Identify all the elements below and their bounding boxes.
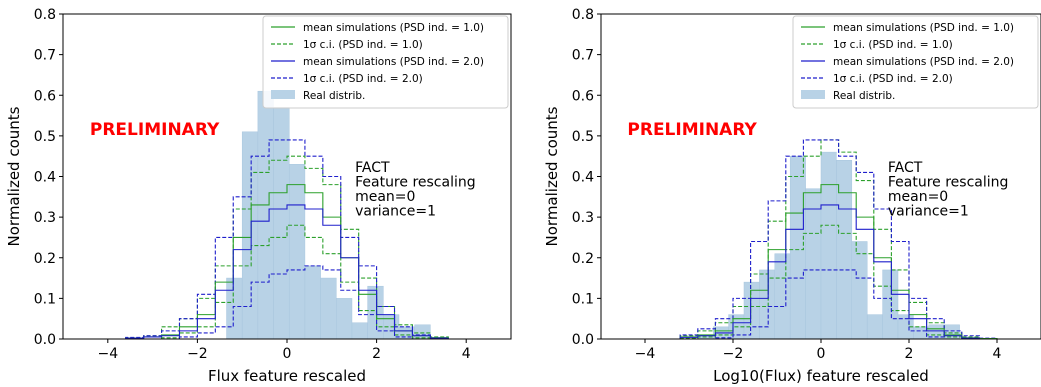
legend-entry-label: Real distrib. bbox=[833, 90, 895, 102]
real-distrib-bar bbox=[789, 155, 806, 340]
y-tick-label: 0.8 bbox=[572, 7, 594, 23]
fact-annotation-line: Feature rescaling bbox=[888, 175, 1009, 191]
real-distrib-bar bbox=[288, 164, 306, 340]
x-tick-label: −2 bbox=[723, 346, 744, 362]
fact-annotation-line: FACT bbox=[355, 160, 390, 176]
real-distrib-bar bbox=[882, 269, 899, 340]
x-tick-label: 0 bbox=[283, 346, 292, 362]
y-axis-label: Normalized counts bbox=[5, 106, 23, 246]
real-distrib-bar bbox=[866, 314, 883, 340]
real-distrib-bar bbox=[273, 107, 290, 340]
real-distrib-bar bbox=[820, 151, 837, 340]
legend-entry-label: 1σ c.i. (PSD ind. = 1.0) bbox=[833, 39, 953, 51]
y-tick-label: 0.1 bbox=[34, 291, 56, 307]
real-distrib-bar bbox=[320, 277, 337, 340]
legend-entry-label: 1σ c.i. (PSD ind. = 1.0) bbox=[303, 39, 423, 51]
real-distrib-bar bbox=[226, 277, 243, 340]
legend-entry-label: mean simulations (PSD ind. = 2.0) bbox=[303, 56, 484, 68]
legend-entry-label: mean simulations (PSD ind. = 2.0) bbox=[833, 56, 1014, 68]
legend-swatch-bar bbox=[271, 90, 295, 99]
fact-annotation-line: variance=1 bbox=[355, 204, 436, 220]
fact-annotation-line: mean=0 bbox=[355, 189, 415, 205]
y-tick-label: 0.4 bbox=[34, 170, 56, 186]
real-distrib-bar bbox=[943, 324, 960, 340]
x-tick-label: −4 bbox=[97, 346, 118, 362]
y-tick-label: 0.1 bbox=[572, 291, 594, 307]
y-tick-label: 0.2 bbox=[572, 251, 594, 267]
x-axis-label: Flux feature rescaled bbox=[208, 367, 366, 385]
real-distrib-bar bbox=[414, 324, 431, 340]
y-tick-label: 0.4 bbox=[572, 170, 594, 186]
y-tick-label: 0.7 bbox=[572, 48, 594, 64]
legend-entry-label: Real distrib. bbox=[303, 90, 365, 102]
real-distrib-bar bbox=[851, 241, 868, 340]
y-tick-label: 0.6 bbox=[34, 88, 56, 104]
y-tick-label: 0.6 bbox=[572, 88, 594, 104]
y-tick-label: 0.3 bbox=[572, 210, 594, 226]
y-tick-label: 0.7 bbox=[34, 48, 56, 64]
fact-annotation-line: variance=1 bbox=[888, 204, 969, 220]
chart-panel-1: −4 −2 0 2 4 0.0 0.1 0.2 0.3 0.4 0.5 0.6 0.7 0.8 Flux f… bbox=[5, 7, 512, 385]
x-tick-label: −2 bbox=[187, 346, 208, 362]
fact-annotation-line: mean=0 bbox=[888, 189, 948, 205]
real-distrib-bar bbox=[336, 298, 353, 340]
y-tick-label: 0.8 bbox=[34, 7, 56, 23]
fact-annotation-line: FACT bbox=[888, 160, 923, 176]
x-axis-label: Log10(Flux) feature rescaled bbox=[713, 367, 929, 385]
legend-box bbox=[262, 15, 509, 109]
preliminary-annotation: PRELIMINARY bbox=[90, 120, 220, 140]
blue-ci-lower-line bbox=[107, 265, 449, 340]
y-tick-label: 0.0 bbox=[572, 332, 594, 348]
y-axis-label: Normalized counts bbox=[543, 106, 561, 246]
y-tick-label: 0.3 bbox=[34, 210, 56, 226]
x-tick-label: −4 bbox=[635, 346, 656, 362]
preliminary-annotation: PRELIMINARY bbox=[627, 120, 757, 140]
x-tick-label: 2 bbox=[905, 346, 914, 362]
legend-entry-label: mean simulations (PSD ind. = 1.0) bbox=[303, 22, 484, 34]
real-distrib-bar bbox=[759, 269, 776, 340]
fact-annotation-line: Feature rescaling bbox=[355, 175, 476, 191]
blue-ci-lower-line bbox=[662, 269, 997, 340]
y-tick-label: 0.2 bbox=[34, 251, 56, 267]
legend-entry-label: mean simulations (PSD ind. = 1.0) bbox=[833, 22, 1014, 34]
legend-swatch-bar bbox=[801, 90, 825, 99]
y-tick-label: 0.0 bbox=[34, 332, 56, 348]
real-distrib-bar bbox=[241, 131, 259, 340]
real-distrib-bar bbox=[774, 253, 791, 340]
real-distrib-bar bbox=[304, 265, 321, 340]
real-distrib-bar bbox=[805, 188, 822, 340]
x-tick-label: 0 bbox=[817, 346, 826, 362]
y-tick-label: 0.5 bbox=[572, 129, 594, 145]
x-tick-label: 2 bbox=[372, 346, 381, 362]
blue-mean-line bbox=[662, 204, 997, 340]
x-tick-label: 4 bbox=[462, 346, 471, 362]
legend-box bbox=[792, 15, 1039, 109]
y-tick-label: 0.5 bbox=[34, 129, 56, 145]
legend-entry-label: 1σ c.i. (PSD ind. = 2.0) bbox=[833, 73, 953, 85]
blue-mean-line bbox=[107, 204, 449, 340]
chart-panel-2: −4 −2 0 2 4 0.0 0.1 0.2 0.3 0.4 0.5 0.6 0.7 0.8 Log10(… bbox=[543, 7, 1041, 385]
x-tick-label: 4 bbox=[993, 346, 1002, 362]
legend-entry-label: 1σ c.i. (PSD ind. = 2.0) bbox=[303, 73, 423, 85]
real-distrib-bar bbox=[257, 90, 274, 340]
real-distrib-bar bbox=[351, 322, 368, 340]
